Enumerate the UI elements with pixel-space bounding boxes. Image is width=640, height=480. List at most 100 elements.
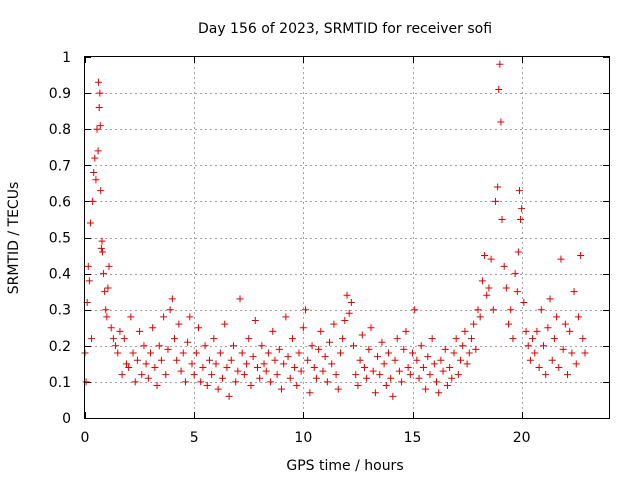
- data-point: [564, 371, 572, 379]
- data-point: [171, 335, 179, 343]
- data-point: [122, 360, 130, 368]
- data-point: [433, 378, 441, 386]
- data-point: [531, 349, 539, 357]
- x-tick-label: 20: [513, 430, 531, 446]
- data-point: [419, 363, 427, 371]
- data-point: [356, 356, 364, 364]
- data-point: [304, 356, 312, 364]
- data-point: [422, 385, 430, 393]
- data-point: [520, 298, 528, 306]
- data-point: [345, 309, 353, 317]
- data-point: [500, 262, 508, 270]
- data-point: [495, 85, 503, 93]
- y-tick-label: 0.8: [49, 122, 71, 138]
- data-point: [96, 89, 104, 97]
- x-tick-label: 5: [190, 430, 199, 446]
- data-point: [149, 324, 157, 332]
- data-point: [138, 371, 146, 379]
- data-point: [384, 349, 392, 357]
- data-point: [317, 327, 325, 335]
- data-series-srmtid: [81, 60, 589, 400]
- data-point: [544, 324, 552, 332]
- data-point: [461, 327, 469, 335]
- data-point: [511, 270, 519, 278]
- data-point: [393, 335, 401, 343]
- x-axis-tick-labels: 0 5 10 15 20: [81, 430, 531, 446]
- data-point: [109, 335, 117, 343]
- data-point: [302, 306, 310, 314]
- data-point: [387, 374, 395, 382]
- y-axis-title: SRMTID / TECUs: [6, 182, 22, 295]
- data-point: [192, 349, 200, 357]
- data-point: [100, 270, 108, 278]
- data-point: [160, 313, 168, 321]
- data-point: [129, 349, 137, 357]
- data-point: [369, 367, 377, 375]
- data-point: [334, 385, 342, 393]
- data-point: [103, 313, 111, 321]
- data-point: [286, 374, 294, 382]
- data-point: [360, 363, 368, 371]
- data-point: [568, 349, 576, 357]
- data-point: [214, 385, 222, 393]
- data-point: [481, 252, 489, 260]
- data-point: [225, 392, 233, 400]
- data-point: [391, 356, 399, 364]
- data-point: [116, 327, 124, 335]
- data-point: [409, 349, 416, 357]
- data-point: [82, 378, 90, 386]
- data-point: [142, 360, 150, 368]
- data-point: [437, 356, 445, 364]
- chart-title: Day 156 of 2023, SRMTID for receiver sof…: [198, 21, 492, 37]
- data-point: [97, 244, 105, 252]
- data-point: [496, 60, 504, 68]
- data-point: [400, 345, 408, 353]
- data-point: [514, 248, 522, 256]
- data-point: [529, 335, 537, 343]
- data-point: [101, 288, 109, 296]
- data-point: [522, 327, 530, 335]
- data-point: [478, 277, 486, 285]
- data-point: [502, 284, 510, 292]
- data-point: [93, 125, 101, 133]
- data-point: [494, 183, 502, 191]
- y-tick-label: 0.1: [49, 375, 71, 391]
- data-point: [91, 154, 99, 162]
- data-point: [164, 345, 172, 353]
- data-point: [253, 363, 261, 371]
- data-point: [243, 360, 251, 368]
- data-point: [446, 363, 454, 371]
- axis-ticks: [85, 57, 609, 419]
- data-point: [452, 335, 460, 343]
- data-point: [102, 306, 110, 314]
- data-point: [179, 349, 187, 357]
- data-point: [489, 306, 497, 314]
- data-point: [457, 356, 465, 364]
- data-point: [308, 342, 316, 350]
- data-point: [95, 104, 103, 112]
- data-point: [406, 371, 414, 379]
- data-point: [297, 367, 305, 375]
- data-point: [404, 363, 412, 371]
- data-point: [258, 342, 266, 350]
- data-point: [354, 382, 362, 390]
- data-point: [118, 371, 126, 379]
- data-point: [487, 255, 495, 263]
- data-point: [240, 371, 248, 379]
- data-point: [463, 360, 471, 368]
- x-tick-label: 10: [294, 430, 312, 446]
- y-tick-label: 0.7: [49, 158, 71, 174]
- data-point: [153, 382, 161, 390]
- data-point: [465, 349, 473, 357]
- data-point: [474, 306, 482, 314]
- data-point: [330, 320, 338, 328]
- data-point: [247, 382, 255, 390]
- data-point: [553, 313, 561, 321]
- data-point: [561, 320, 569, 328]
- data-point: [537, 306, 545, 314]
- data-point: [98, 237, 106, 245]
- data-point: [251, 317, 259, 325]
- data-point: [515, 187, 523, 195]
- data-point: [96, 122, 104, 130]
- data-point: [282, 313, 290, 321]
